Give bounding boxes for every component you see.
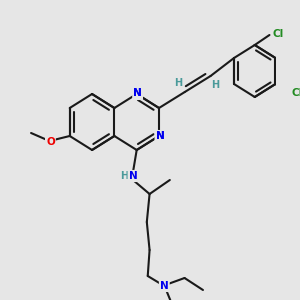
Text: N: N [160,281,169,291]
Text: H: H [211,80,219,90]
Text: N: N [133,88,142,98]
Text: N: N [156,131,164,141]
Text: H: H [174,78,182,88]
Text: N: N [156,131,164,141]
Text: Cl: Cl [291,88,300,98]
Text: H: H [120,171,128,181]
Text: N: N [129,171,137,181]
Text: N: N [133,88,142,98]
Text: N: N [156,131,164,141]
Text: N: N [133,89,142,99]
Text: Cl: Cl [272,29,284,39]
Text: O: O [46,137,55,147]
